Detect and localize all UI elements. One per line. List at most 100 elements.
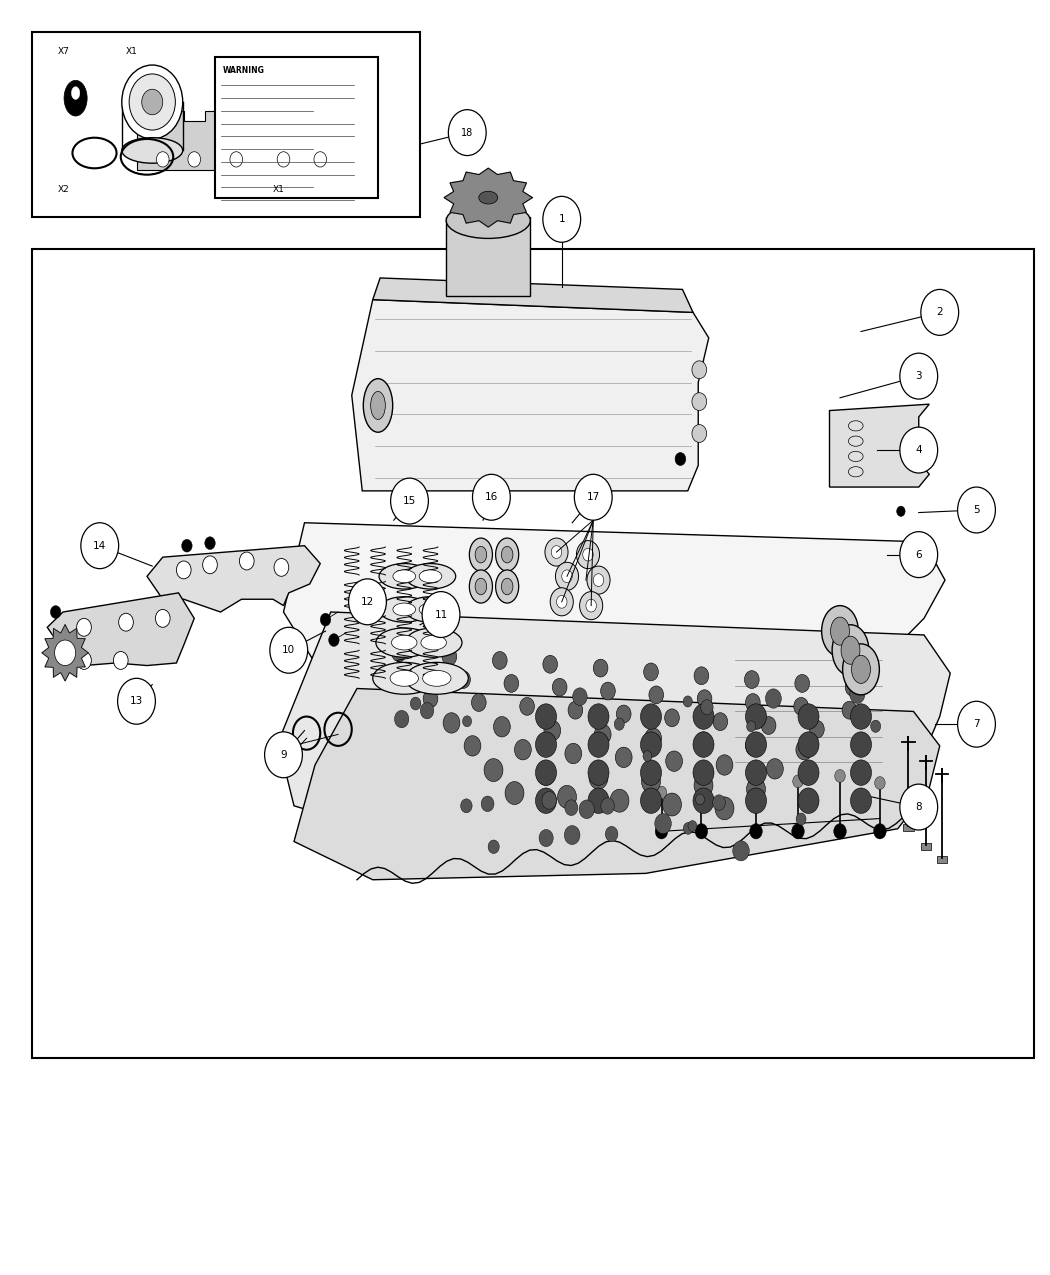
Circle shape bbox=[407, 667, 422, 685]
Text: 4: 4 bbox=[916, 445, 922, 455]
Text: 18: 18 bbox=[461, 128, 474, 138]
Ellipse shape bbox=[64, 80, 87, 116]
Circle shape bbox=[182, 539, 192, 552]
Circle shape bbox=[684, 822, 693, 834]
Polygon shape bbox=[65, 625, 77, 653]
Circle shape bbox=[551, 546, 562, 558]
Text: 8: 8 bbox=[916, 802, 922, 812]
Text: 12: 12 bbox=[361, 597, 374, 607]
Circle shape bbox=[205, 537, 215, 550]
Circle shape bbox=[765, 688, 781, 708]
Polygon shape bbox=[54, 653, 65, 681]
Circle shape bbox=[488, 840, 499, 853]
Circle shape bbox=[155, 609, 170, 627]
Circle shape bbox=[593, 574, 604, 586]
Circle shape bbox=[693, 732, 714, 757]
Circle shape bbox=[655, 813, 671, 834]
Circle shape bbox=[750, 824, 762, 839]
Polygon shape bbox=[352, 300, 709, 491]
Circle shape bbox=[733, 840, 750, 861]
Ellipse shape bbox=[419, 603, 442, 616]
Ellipse shape bbox=[446, 203, 530, 238]
Text: X1: X1 bbox=[273, 185, 285, 194]
Ellipse shape bbox=[405, 597, 456, 622]
Circle shape bbox=[536, 732, 556, 757]
Circle shape bbox=[605, 826, 617, 842]
Circle shape bbox=[471, 694, 486, 711]
Polygon shape bbox=[45, 629, 65, 653]
Ellipse shape bbox=[373, 663, 436, 694]
Ellipse shape bbox=[419, 570, 442, 583]
Circle shape bbox=[693, 760, 714, 785]
Circle shape bbox=[644, 663, 658, 681]
Circle shape bbox=[423, 690, 438, 708]
Circle shape bbox=[794, 697, 808, 715]
Text: 3: 3 bbox=[916, 371, 922, 381]
Text: 7: 7 bbox=[973, 719, 980, 729]
Text: 9: 9 bbox=[280, 750, 287, 760]
Ellipse shape bbox=[496, 570, 519, 603]
Circle shape bbox=[504, 674, 519, 692]
Circle shape bbox=[594, 724, 611, 745]
Circle shape bbox=[543, 196, 581, 242]
Polygon shape bbox=[136, 111, 346, 185]
Circle shape bbox=[55, 640, 76, 666]
Circle shape bbox=[716, 755, 733, 775]
Text: 6: 6 bbox=[916, 550, 922, 560]
Circle shape bbox=[798, 760, 819, 785]
Circle shape bbox=[576, 541, 600, 569]
Circle shape bbox=[875, 776, 885, 789]
Polygon shape bbox=[278, 612, 950, 835]
Circle shape bbox=[536, 788, 556, 813]
Circle shape bbox=[113, 652, 128, 669]
Circle shape bbox=[494, 717, 510, 737]
Polygon shape bbox=[42, 653, 65, 667]
Polygon shape bbox=[65, 629, 85, 653]
Ellipse shape bbox=[393, 603, 416, 616]
Circle shape bbox=[587, 566, 610, 594]
Circle shape bbox=[744, 671, 759, 688]
Circle shape bbox=[277, 152, 290, 167]
Ellipse shape bbox=[371, 391, 385, 419]
Circle shape bbox=[694, 667, 709, 685]
Circle shape bbox=[588, 704, 609, 729]
Circle shape bbox=[555, 562, 579, 590]
Circle shape bbox=[443, 713, 460, 733]
Bar bbox=[215, 57, 378, 198]
Circle shape bbox=[552, 678, 567, 696]
Circle shape bbox=[77, 618, 91, 636]
Circle shape bbox=[870, 720, 881, 732]
Circle shape bbox=[601, 798, 614, 815]
Circle shape bbox=[795, 674, 810, 692]
Circle shape bbox=[265, 732, 302, 778]
Circle shape bbox=[588, 788, 609, 813]
Ellipse shape bbox=[391, 671, 418, 686]
Ellipse shape bbox=[142, 89, 163, 115]
Circle shape bbox=[484, 759, 503, 782]
Circle shape bbox=[589, 766, 608, 789]
Circle shape bbox=[610, 789, 629, 812]
Circle shape bbox=[520, 697, 534, 715]
Text: 11: 11 bbox=[435, 609, 447, 620]
Ellipse shape bbox=[852, 655, 870, 683]
Circle shape bbox=[536, 760, 556, 785]
Circle shape bbox=[550, 588, 573, 616]
Circle shape bbox=[746, 694, 760, 711]
Circle shape bbox=[798, 788, 819, 813]
Circle shape bbox=[640, 732, 662, 757]
Polygon shape bbox=[65, 653, 85, 677]
Circle shape bbox=[565, 799, 578, 816]
Circle shape bbox=[239, 552, 254, 570]
Ellipse shape bbox=[843, 644, 880, 695]
Polygon shape bbox=[373, 278, 693, 312]
Circle shape bbox=[900, 427, 938, 473]
Circle shape bbox=[645, 728, 662, 748]
Circle shape bbox=[188, 152, 201, 167]
Circle shape bbox=[392, 644, 406, 662]
Circle shape bbox=[845, 678, 860, 696]
Circle shape bbox=[897, 506, 905, 516]
Circle shape bbox=[492, 652, 507, 669]
Circle shape bbox=[850, 704, 871, 729]
Ellipse shape bbox=[363, 379, 393, 432]
Ellipse shape bbox=[831, 617, 849, 645]
